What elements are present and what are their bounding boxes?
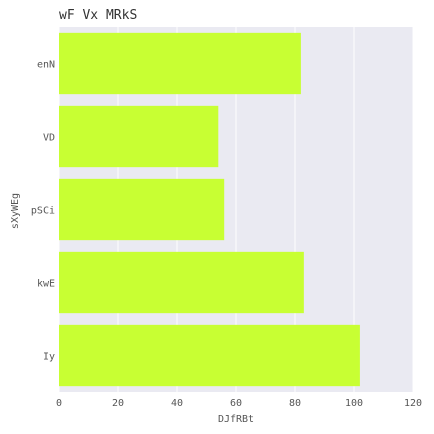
- x-tick-labels: 0 20 40 60 80 100 120: [56, 398, 422, 409]
- y-tick-label: VD: [43, 133, 55, 144]
- y-tick-label: Iy: [43, 352, 55, 363]
- x-axis-label: DJfRBt: [218, 414, 254, 425]
- y-tick-label: kwE: [37, 279, 55, 290]
- x-tick-label: 100: [345, 398, 363, 409]
- bar-enN: [59, 32, 301, 95]
- bars: [59, 32, 360, 387]
- bar-pSCi: [59, 178, 225, 241]
- x-tick-label: 120: [404, 398, 422, 409]
- bar-kwE: [59, 251, 304, 314]
- y-tick-label: pSCi: [31, 206, 55, 217]
- y-tick-label: enN: [37, 60, 55, 71]
- x-tick-label: 80: [289, 398, 301, 409]
- x-tick-label: 60: [230, 398, 242, 409]
- x-tick-label: 0: [56, 398, 62, 409]
- y-axis-label: sXyWEg: [10, 193, 21, 229]
- chart-title: wF Vx MRkS: [59, 8, 137, 23]
- bar-Iy: [59, 324, 360, 387]
- x-tick-label: 20: [112, 398, 124, 409]
- y-tick-labels: enN VD pSCi kwE Iy: [31, 60, 55, 363]
- x-tick-label: 40: [171, 398, 183, 409]
- bar-VD: [59, 105, 219, 168]
